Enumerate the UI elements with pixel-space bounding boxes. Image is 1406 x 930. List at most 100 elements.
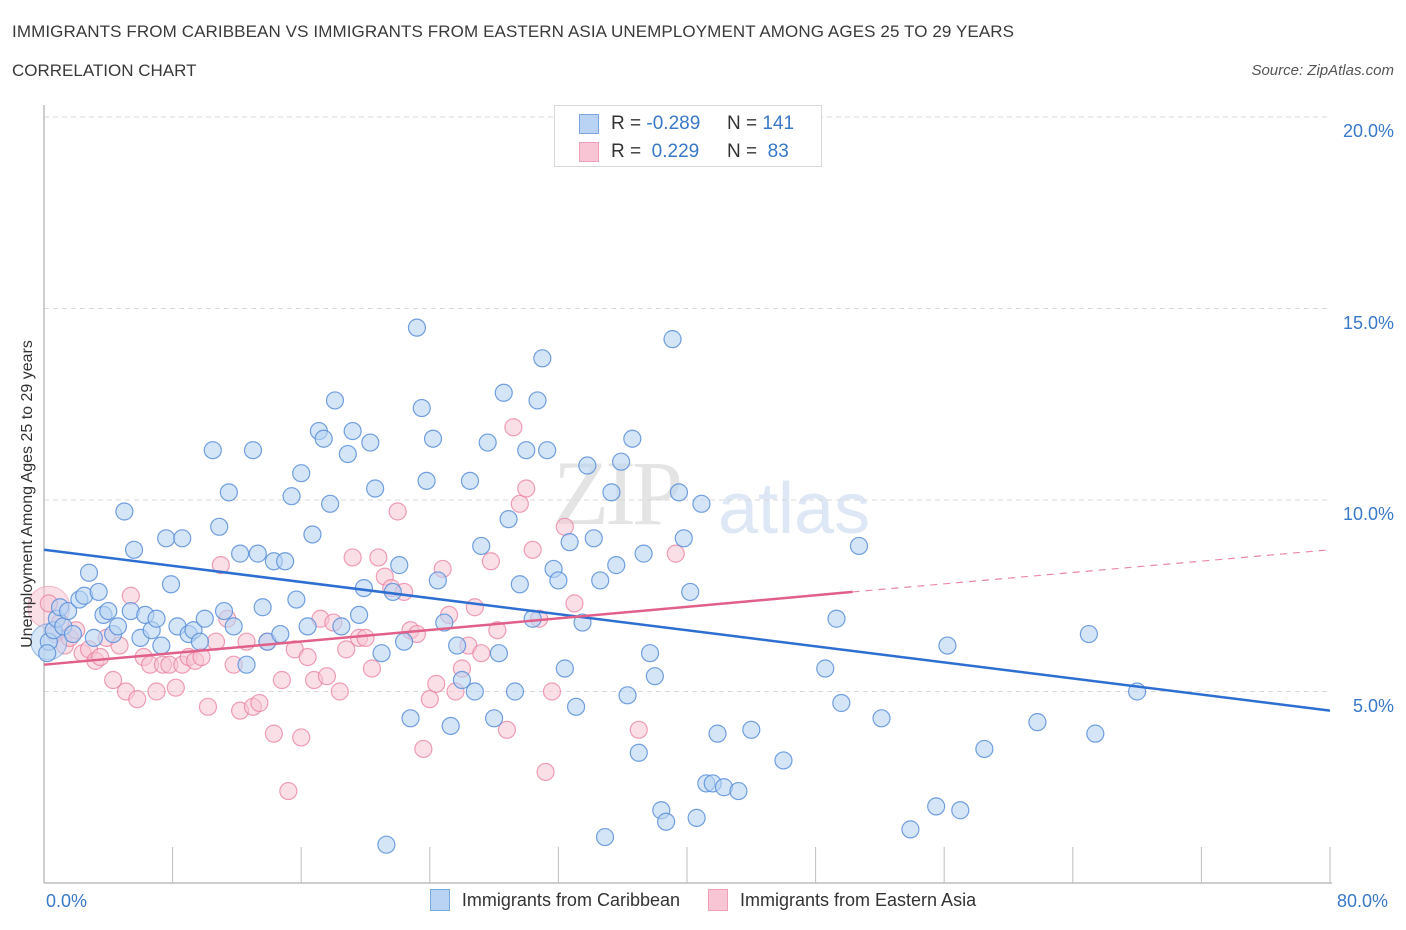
data-point-caribbean <box>231 544 250 563</box>
data-point-caribbean <box>210 517 229 536</box>
stats-row-eastern-asia: R = 0.229 N = 83 <box>579 140 789 164</box>
data-point-eastern-asia <box>211 556 230 575</box>
data-point-caribbean <box>89 582 108 602</box>
data-point-caribbean <box>157 529 176 548</box>
data-point-caribbean <box>499 510 518 529</box>
x-tick-label-max: 80.0% <box>1337 891 1389 911</box>
data-point-caribbean <box>321 494 340 513</box>
source-label: Source: ZipAtlas.com <box>1251 62 1394 79</box>
stats-row-caribbean: R = -0.289 N = 141 <box>579 112 794 136</box>
data-point-caribbean <box>276 552 295 571</box>
data-point-caribbean <box>489 644 509 663</box>
data-point-caribbean <box>1028 713 1047 732</box>
data-point-caribbean <box>528 391 547 410</box>
data-point-caribbean <box>472 536 491 556</box>
data-point-caribbean <box>203 441 222 460</box>
data-point-caribbean <box>214 601 234 621</box>
data-point-caribbean <box>343 421 362 441</box>
data-point-caribbean <box>560 533 579 552</box>
data-point-eastern-asia <box>91 647 110 667</box>
data-point-caribbean <box>452 670 472 690</box>
data-point-caribbean <box>602 483 621 502</box>
data-point-caribbean <box>435 613 454 632</box>
y-tick-label: 15.0% <box>1342 312 1394 333</box>
data-point-caribbean <box>38 644 57 663</box>
data-point-eastern-asia <box>517 479 536 498</box>
y-tick-label: 5.0% <box>1352 695 1394 716</box>
data-point-caribbean <box>219 483 238 502</box>
data-point-caribbean <box>390 556 409 575</box>
data-point-eastern-asia <box>420 690 439 709</box>
data-point-eastern-asia <box>317 667 337 686</box>
data-point-caribbean <box>566 697 586 716</box>
data-point-eastern-asia <box>536 762 555 782</box>
data-point-eastern-asia <box>264 724 283 743</box>
data-point-caribbean <box>951 801 970 820</box>
data-point-caribbean <box>59 601 78 621</box>
data-point-caribbean <box>465 682 484 701</box>
data-point-caribbean <box>407 318 427 337</box>
data-point-caribbean <box>645 667 664 686</box>
data-point-caribbean <box>640 644 660 663</box>
data-point-caribbean <box>663 330 682 349</box>
watermark-atlas: atlas <box>718 469 871 549</box>
data-point-caribbean <box>314 429 333 448</box>
data-point-caribbean <box>938 636 957 655</box>
y-tick-label: 20.0% <box>1342 121 1394 141</box>
n-value: 141 <box>762 113 795 134</box>
data-point-eastern-asia <box>198 697 218 716</box>
legend-item-eastern-asia[interactable]: Immigrants from Eastern Asia <box>708 889 976 911</box>
legend-item-caribbean[interactable]: Immigrants from Caribbean <box>429 889 680 911</box>
data-point-caribbean <box>510 575 529 594</box>
trend-line-eastern-asia <box>43 590 853 666</box>
y-axis-label: Unemployment Among Ages 25 to 29 years <box>19 340 36 648</box>
data-point-caribbean <box>161 575 181 594</box>
data-point-caribbean <box>332 617 351 636</box>
data-point-eastern-asia <box>250 693 269 713</box>
data-point-caribbean <box>618 686 637 705</box>
data-point-caribbean <box>152 636 171 655</box>
r-value: -0.289 <box>646 113 701 134</box>
data-point-caribbean <box>173 529 192 548</box>
data-point-caribbean <box>538 441 557 460</box>
chart-title: IMMIGRANTS FROM CARIBBEAN VS IMMIGRANTS … <box>12 22 1015 41</box>
data-point-caribbean <box>505 682 525 701</box>
data-point-eastern-asia <box>504 418 523 437</box>
data-point-caribbean <box>303 525 322 544</box>
data-point-eastern-asia <box>666 544 685 563</box>
data-point-caribbean <box>401 709 420 728</box>
data-point-caribbean <box>478 433 497 452</box>
data-point-caribbean <box>412 398 431 418</box>
data-point-caribbean <box>224 617 243 636</box>
data-point-caribbean <box>827 609 846 628</box>
data-point-caribbean <box>555 659 574 678</box>
data-point-caribbean <box>669 483 689 502</box>
data-point-caribbean <box>687 808 706 827</box>
data-point-eastern-asia <box>362 659 382 678</box>
grid-lines <box>44 116 1330 692</box>
data-point-caribbean <box>611 452 631 471</box>
n-value: 83 <box>762 141 789 162</box>
data-point-caribbean <box>147 609 166 628</box>
data-point-caribbean <box>975 739 994 759</box>
data-point-caribbean <box>729 781 748 801</box>
data-point-eastern-asia <box>481 552 500 571</box>
data-point-eastern-asia <box>465 598 484 617</box>
data-point-caribbean <box>549 571 568 590</box>
data-point-caribbean <box>338 444 357 464</box>
data-point-caribbean <box>742 720 761 739</box>
data-point-caribbean <box>872 709 891 728</box>
data-point-caribbean <box>271 624 290 644</box>
data-point-eastern-asia <box>510 494 529 513</box>
axes <box>43 105 1332 884</box>
data-point-caribbean <box>115 502 134 521</box>
data-point-caribbean <box>1079 624 1098 644</box>
data-point-caribbean <box>657 812 676 831</box>
data-point-caribbean <box>441 716 460 736</box>
r-label: R = <box>611 113 642 134</box>
data-point-eastern-asia <box>104 670 123 690</box>
data-point-eastern-asia <box>555 517 574 536</box>
data-point-caribbean <box>108 617 128 636</box>
data-point-eastern-asia <box>356 628 375 647</box>
